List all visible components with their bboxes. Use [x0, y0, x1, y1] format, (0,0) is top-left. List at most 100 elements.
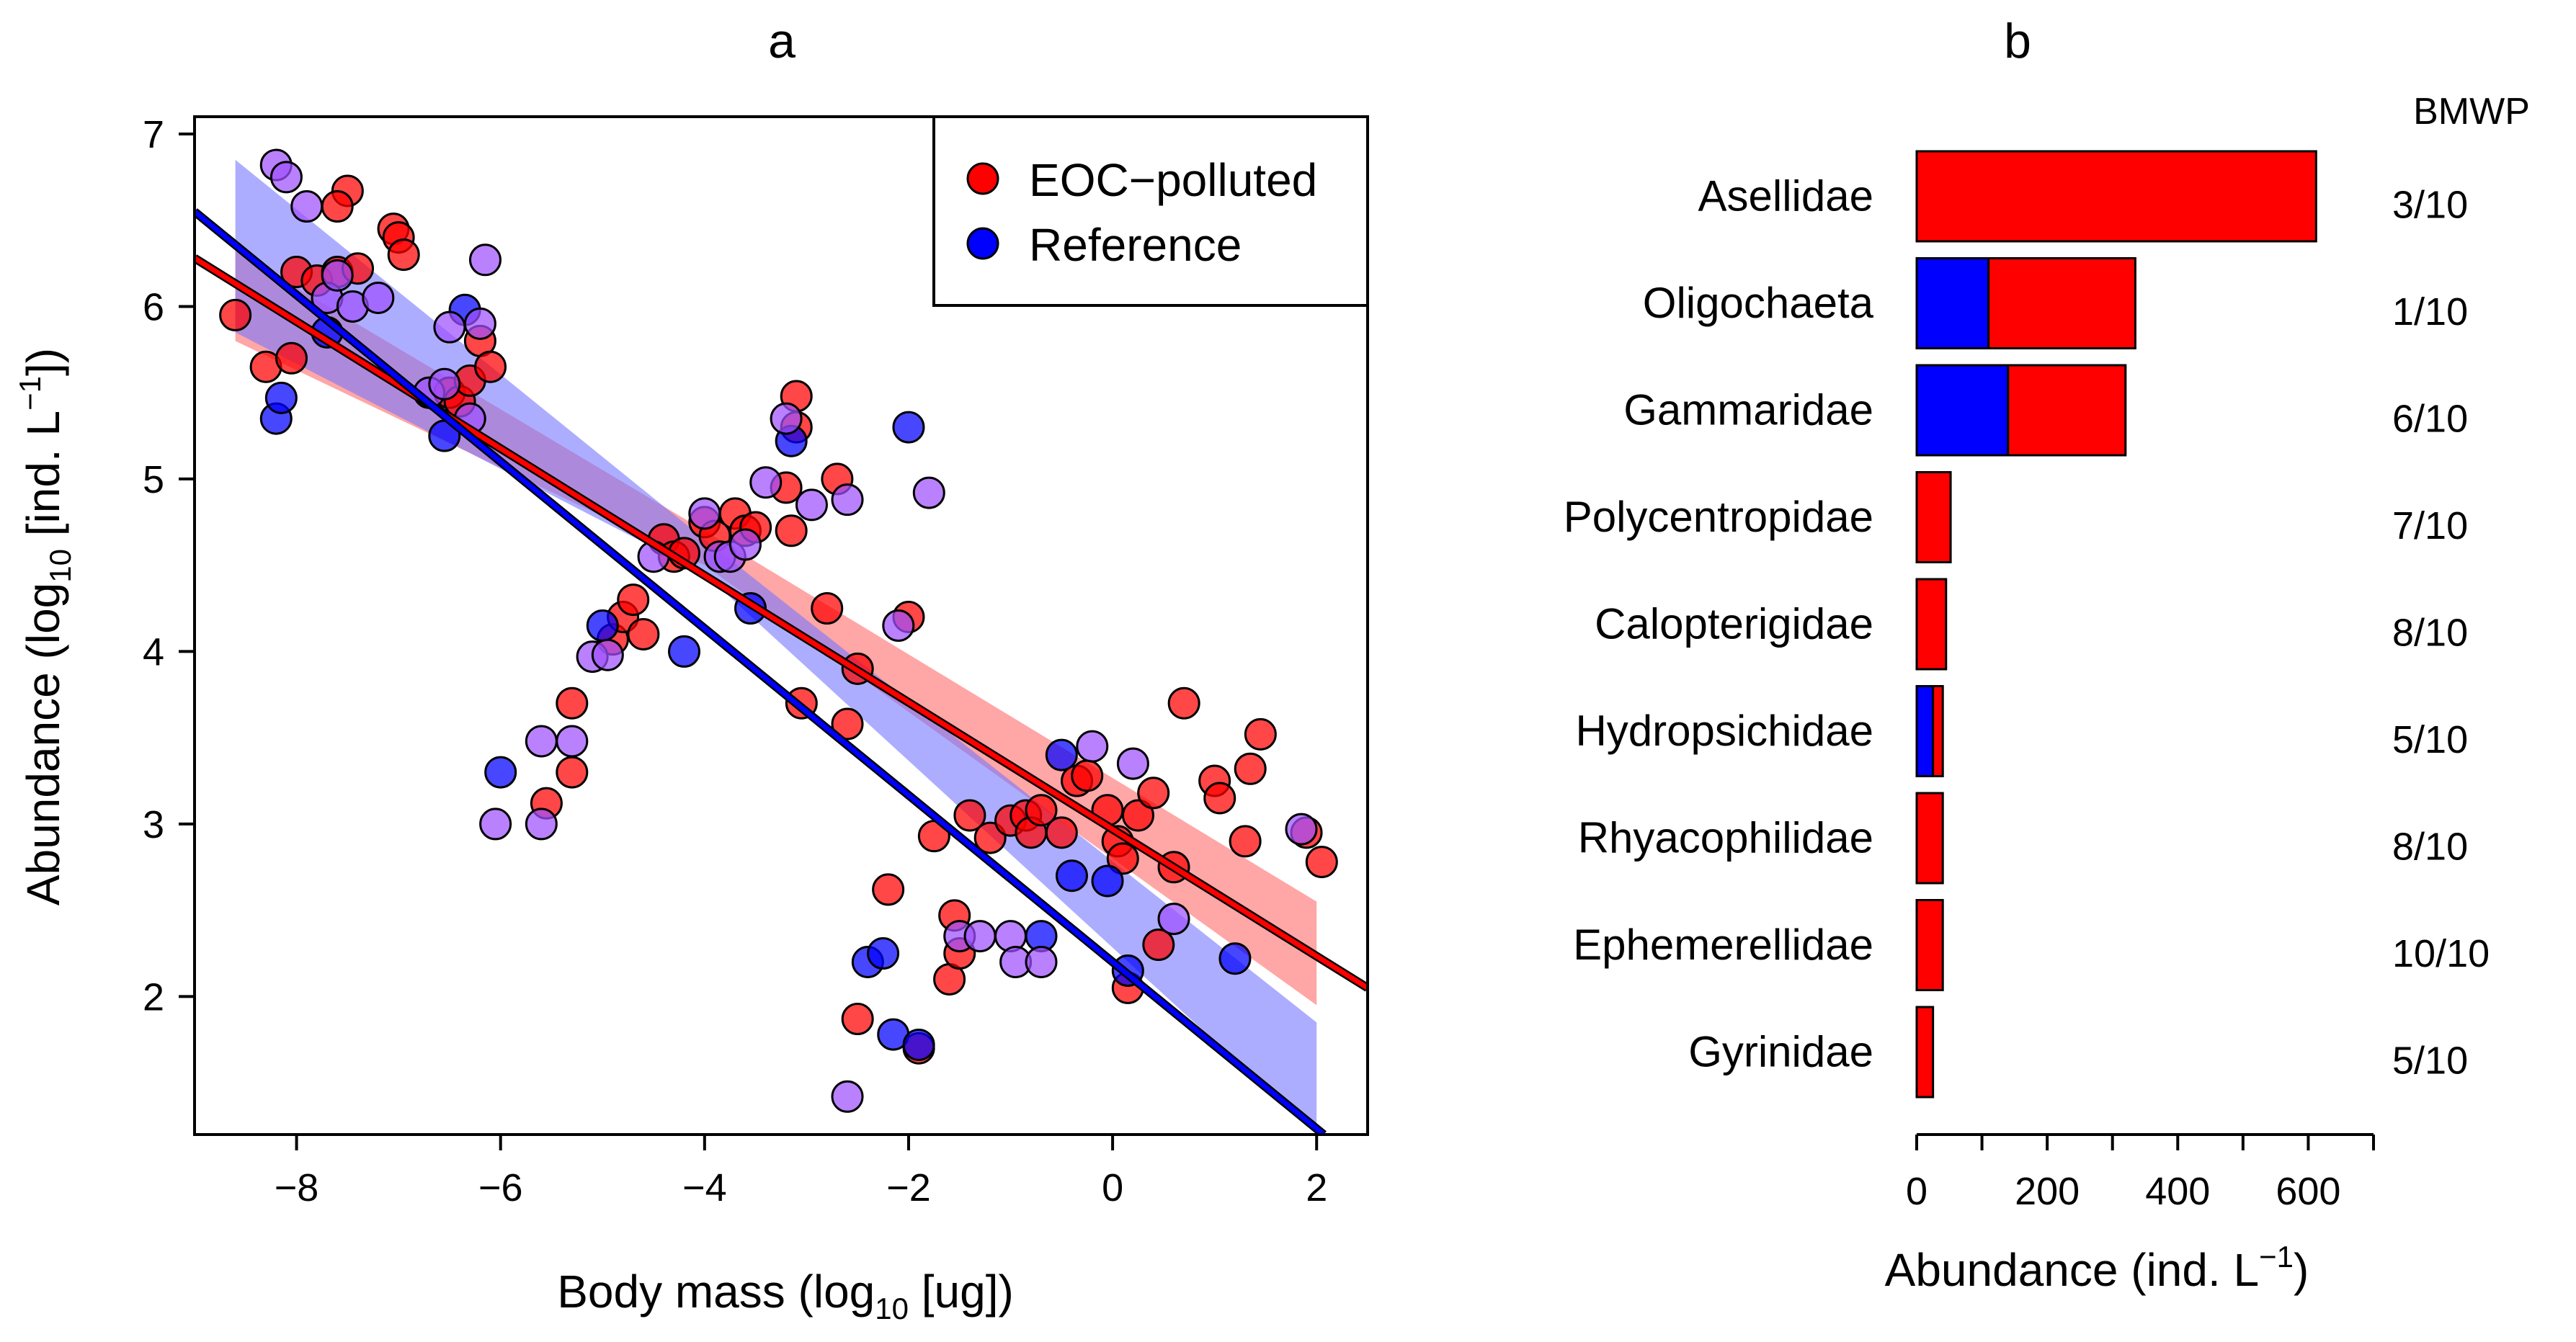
bar-asellidae-eoc-polluted [1915, 150, 2317, 243]
data-point-reference [586, 609, 619, 642]
data-point-overlap [1116, 747, 1149, 780]
data-point-eoc-polluted [1244, 717, 1277, 751]
bmwp-score: 8/10 [2392, 612, 2468, 655]
bmwp-score: 8/10 [2392, 826, 2468, 869]
x-tick-label: −6 [478, 1166, 523, 1209]
bar-gyrinidae-eoc-polluted [1915, 1006, 1935, 1099]
x-tick-label: −8 [275, 1166, 319, 1209]
data-point-overlap [1025, 946, 1058, 979]
legend-marker-polluted [966, 162, 999, 195]
y-tick-label: 3 [143, 803, 164, 846]
legend: EOC−polluted Reference [932, 115, 1369, 307]
data-point-eoc-polluted [627, 617, 660, 650]
data-point-overlap [525, 725, 558, 758]
data-point-overlap [290, 190, 324, 223]
regression-lines [195, 208, 1368, 1135]
y-tick-label: 2 [143, 975, 164, 1019]
x-tick-label: 0 [1906, 1170, 1927, 1213]
data-point-overlap [525, 808, 558, 841]
data-point-overlap [591, 638, 624, 671]
data-point-reference [902, 1028, 935, 1061]
data-point-reference [1055, 859, 1088, 893]
bar-hydropsichidae-reference [1915, 685, 1935, 777]
data-point-eoc-polluted [841, 1003, 874, 1036]
data-point-reference [484, 756, 517, 789]
data-point-eoc-polluted [474, 350, 507, 383]
x-tick-label: 0 [1102, 1166, 1123, 1209]
category-label: Rhyacophilidae [1578, 814, 1873, 862]
confidence-band-reference [235, 159, 1317, 1135]
data-point-overlap [1285, 813, 1318, 846]
bmwp-score: 3/10 [2392, 184, 2468, 227]
data-point-eoc-polluted [1045, 816, 1078, 849]
data-point-reference [1091, 864, 1124, 898]
x-tick-label: −2 [886, 1166, 931, 1209]
legend-marker-reference [966, 227, 999, 260]
bar-ephemerellidae-eoc-polluted [1915, 899, 1944, 991]
data-point-reference [264, 381, 298, 414]
data-point-overlap [912, 476, 945, 509]
data-point-overlap [688, 497, 721, 530]
bmwp-score: 10/10 [2392, 932, 2490, 975]
panel-b-title: b [2004, 14, 2031, 68]
data-point-eoc-polluted [556, 686, 589, 720]
data-point-overlap [479, 808, 512, 841]
bmwp-score: 6/10 [2392, 398, 2468, 441]
bmwp-score: 7/10 [2392, 504, 2468, 547]
plot-area-frame [193, 115, 1369, 1136]
x-axis: 0 200 400 600 [1906, 1133, 2375, 1213]
data-point-overlap [1157, 903, 1190, 936]
data-point-overlap [321, 259, 354, 292]
data-point-overlap [795, 488, 828, 522]
data-point-overlap [269, 161, 303, 194]
data-point-eoc-polluted [556, 756, 589, 789]
legend-label-reference: Reference [1029, 219, 1242, 271]
data-point-reference [1218, 942, 1252, 975]
data-point-eoc-polluted [1025, 794, 1058, 827]
legend-label-polluted: EOC−polluted [1029, 154, 1317, 206]
data-point-overlap [362, 281, 395, 314]
category-labels: Asellidae Oligochaeta Gammaridae Polycentro… [1564, 172, 1874, 1076]
data-point-overlap [963, 920, 997, 953]
x-axis-label: Body mass (log10 [ug]) [557, 1266, 1014, 1325]
data-point-eoc-polluted [1203, 782, 1236, 815]
y-axis-label: Abundance (log10 [ind. L−1]) [13, 348, 77, 905]
data-point-eoc-polluted [1229, 825, 1262, 858]
data-point-overlap [556, 725, 589, 758]
x-tick-label: 600 [2276, 1170, 2340, 1213]
data-point-eoc-polluted [953, 799, 986, 832]
data-point-eoc-polluted [219, 298, 252, 331]
data-point-overlap [831, 483, 864, 516]
data-point-overlap [433, 310, 466, 344]
category-label: Asellidae [1698, 172, 1874, 220]
data-point-reference [1045, 738, 1078, 771]
bmwp-header: BMWP [2413, 91, 2530, 133]
data-point-eoc-polluted [275, 341, 308, 375]
data-point-eoc-polluted [1167, 686, 1200, 720]
regression-line-reference [195, 210, 1326, 1135]
y-tick-label: 6 [143, 285, 164, 328]
bar-hydropsichidae-eoc-polluted [1932, 685, 1944, 777]
bar-rhyacophilidae-eoc-polluted [1915, 792, 1944, 885]
y-tick-label: 5 [143, 458, 164, 501]
y-tick-label: 4 [143, 630, 164, 674]
data-point-eoc-polluted [1305, 846, 1338, 879]
data-point-eoc-polluted [1142, 929, 1175, 962]
legend-box [932, 115, 1369, 307]
panel-a: a −8 −6 −4 −2 0 2 2 3 4 5 6 7 Body mass (log10 [ug… [13, 14, 1369, 1325]
category-label: Polycentropidae [1564, 493, 1873, 541]
data-point-overlap [882, 609, 915, 642]
data-point-eoc-polluted [1121, 799, 1154, 832]
data-point-eoc-polluted [811, 592, 844, 625]
data-point-eoc-polluted [1106, 842, 1139, 875]
category-label: Gammaridae [1623, 386, 1873, 434]
data-point-overlap [749, 466, 783, 499]
data-point-overlap [770, 402, 803, 435]
panel-b: b BMWP Asellidae Oligochaeta Gammaridae Pol… [1564, 14, 2530, 1296]
data-point-reference [668, 635, 701, 668]
bar-polycentropidae-eoc-polluted [1915, 471, 1952, 563]
bar-gammaridae-eoc-polluted [2007, 364, 2127, 457]
data-point-eoc-polluted [831, 707, 864, 741]
data-point-overlap [428, 367, 461, 401]
